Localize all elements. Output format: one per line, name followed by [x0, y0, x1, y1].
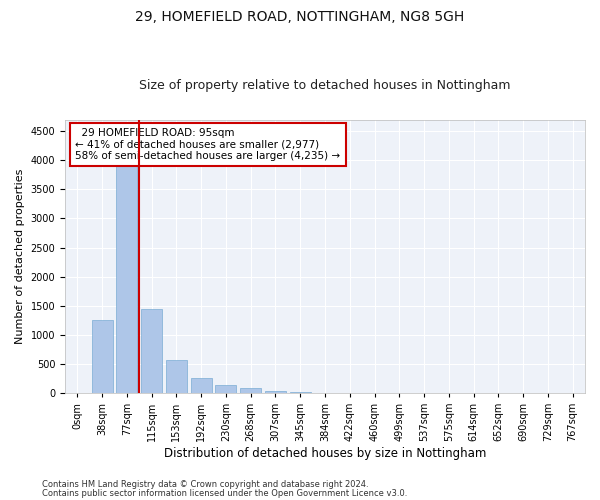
X-axis label: Distribution of detached houses by size in Nottingham: Distribution of detached houses by size … — [164, 447, 486, 460]
Bar — [141, 308, 162, 393]
Text: 29, HOMEFIELD ROAD, NOTTINGHAM, NG8 5GH: 29, HOMEFIELD ROAD, NOTTINGHAM, NG8 5GH — [136, 10, 464, 24]
Bar — [215, 386, 236, 393]
Text: Contains public sector information licensed under the Open Government Licence v3: Contains public sector information licen… — [42, 489, 407, 498]
Bar — [265, 391, 286, 393]
Bar — [166, 360, 187, 393]
Text: Contains HM Land Registry data © Crown copyright and database right 2024.: Contains HM Land Registry data © Crown c… — [42, 480, 368, 489]
Bar — [240, 388, 261, 393]
Y-axis label: Number of detached properties: Number of detached properties — [15, 168, 25, 344]
Bar — [92, 320, 113, 393]
Title: Size of property relative to detached houses in Nottingham: Size of property relative to detached ho… — [139, 79, 511, 92]
Bar — [191, 378, 212, 393]
Bar — [116, 131, 137, 393]
Bar — [290, 392, 311, 393]
Text: 29 HOMEFIELD ROAD: 95sqm
← 41% of detached houses are smaller (2,977)
58% of sem: 29 HOMEFIELD ROAD: 95sqm ← 41% of detach… — [76, 128, 341, 161]
